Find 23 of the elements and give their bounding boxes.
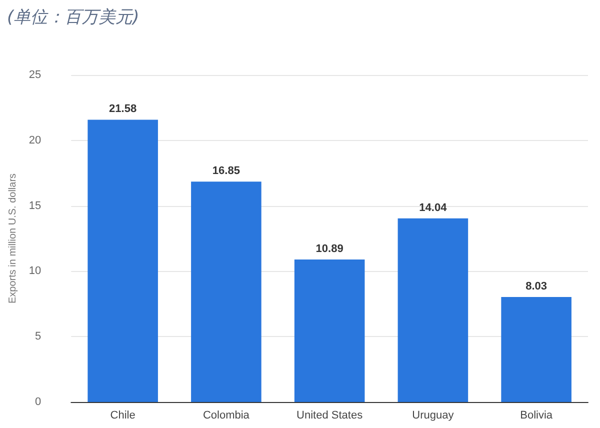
data-label: 16.85 [212, 165, 240, 178]
bar [294, 260, 365, 402]
y-tick-label: 0 [35, 396, 42, 408]
data-label: 8.03 [526, 280, 548, 292]
x-tick-label: Chile [110, 410, 136, 422]
chart-title: (单位：百万美元) [7, 8, 140, 28]
y-tick-label: 25 [28, 69, 42, 81]
bar [88, 120, 158, 402]
x-tick-label: Colombia [202, 410, 250, 422]
y-tick-label: 5 [35, 330, 42, 343]
x-tick-label: Bolivia [520, 410, 554, 422]
y-axis-title: Exports in million U.S. dollars [8, 173, 18, 304]
x-tick-label: United States [296, 410, 364, 422]
y-tick-label: 10 [28, 265, 42, 278]
y-tick-label: 15 [28, 200, 42, 212]
bar [398, 218, 468, 402]
data-label: 14.04 [419, 202, 448, 214]
bar [501, 296, 572, 402]
y-tick-label: 20 [28, 134, 42, 146]
x-tick-label: Uruguay [412, 410, 454, 422]
data-label: 10.89 [316, 243, 344, 256]
data-label: 21.58 [109, 103, 137, 116]
bar [191, 182, 262, 402]
